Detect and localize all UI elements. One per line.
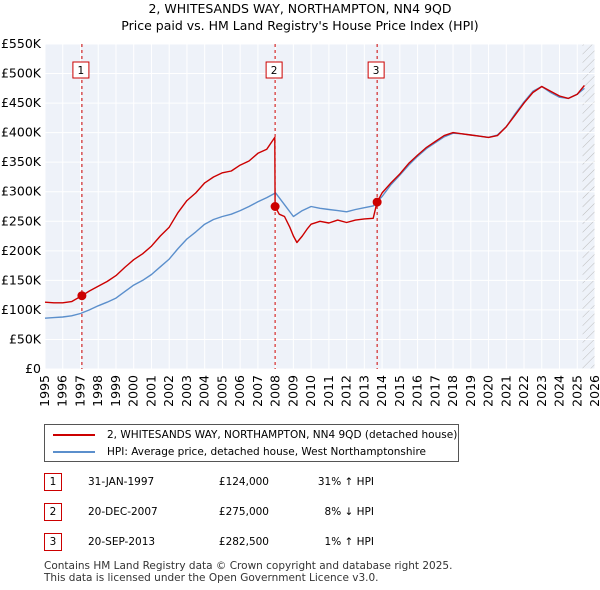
property-price-line — [44, 84, 585, 304]
legend-swatch-blue — [53, 451, 95, 453]
footer-line-2: This data is licensed under the Open Gov… — [44, 572, 379, 584]
y-tick-label: £500K — [1, 66, 42, 81]
legend: 2, WHITESANDS WAY, NORTHAMPTON, NN4 9QD … — [44, 424, 459, 462]
x-tick-label: 2021 — [498, 375, 513, 407]
legend-swatch-red — [53, 434, 95, 436]
x-tick-label: 2009 — [285, 375, 300, 407]
x-tick-label: 2019 — [463, 375, 478, 407]
x-tick-label: 1998 — [90, 375, 105, 407]
x-tick-label: 2004 — [197, 375, 212, 407]
sale-marker-label: 2 — [271, 65, 278, 77]
x-tick-label: 2023 — [534, 375, 549, 407]
x-tick-label: 2012 — [339, 375, 354, 407]
x-tick-label: 2003 — [179, 375, 194, 407]
x-tick-label: 2025 — [569, 375, 584, 407]
x-tick-label: 2020 — [481, 375, 496, 407]
sale-number-badge: 2 — [44, 503, 62, 521]
x-tick-label: 2011 — [321, 375, 336, 407]
sale-date: 20-SEP-2013 — [88, 536, 156, 548]
x-tick-label: 2007 — [250, 375, 265, 407]
future-hatch-region — [582, 44, 595, 369]
x-tick-label: 2022 — [516, 375, 531, 407]
sale-marker-label: 3 — [373, 65, 380, 77]
sale-date: 31-JAN-1997 — [88, 476, 155, 488]
y-tick-label: £0 — [25, 361, 41, 376]
x-tick-label: 2005 — [214, 375, 229, 407]
x-tick-label: 2026 — [587, 375, 600, 407]
sale-hpi-diff: 8% ↓ HPI — [324, 506, 374, 518]
y-tick-label: £300K — [1, 184, 42, 199]
x-tick-label: 1997 — [72, 375, 87, 407]
x-tick-label: 2024 — [552, 375, 567, 407]
x-tick-label: 1999 — [108, 375, 123, 407]
sale-hpi-diff: 31% ↑ HPI — [317, 476, 374, 488]
x-tick-label: 2008 — [268, 375, 283, 407]
y-tick-label: £200K — [1, 243, 42, 258]
y-tick-label: £400K — [1, 125, 42, 140]
x-tick-label: 2018 — [445, 375, 460, 407]
footer: Contains HM Land Registry data © Crown c… — [44, 560, 452, 584]
chart-title: 2, WHITESANDS WAY, NORTHAMPTON, NN4 9QD … — [0, 0, 600, 34]
x-tick-label: 1995 — [37, 375, 52, 407]
y-tick-label: £550K — [1, 36, 42, 51]
x-tick-label: 2015 — [392, 375, 407, 407]
x-tick-label: 2000 — [126, 375, 141, 407]
sale-point — [372, 197, 382, 207]
y-tick-label: £150K — [1, 272, 42, 287]
x-tick-label: 2016 — [410, 375, 425, 407]
sale-price: £275,000 — [218, 506, 269, 518]
sale-marker-box — [72, 61, 90, 79]
sale-row: 2 20-DEC-2007 £275,000 8% ↓ HPI — [44, 503, 464, 523]
legend-item-property: 2, WHITESANDS WAY, NORTHAMPTON, NN4 9QD … — [53, 427, 457, 443]
title-line-1: 2, WHITESANDS WAY, NORTHAMPTON, NN4 9QD — [148, 1, 452, 16]
sale-hpi-diff: 1% ↑ HPI — [324, 536, 374, 548]
x-tick-label: 2010 — [303, 375, 318, 407]
y-tick-label: £450K — [1, 95, 42, 110]
x-tick-label: 2013 — [356, 375, 371, 407]
sale-marker-label: 1 — [78, 65, 85, 77]
sale-price: £124,000 — [218, 476, 269, 488]
sale-point — [270, 202, 280, 211]
footer-line-1: Contains HM Land Registry data © Crown c… — [44, 560, 453, 572]
sale-number-badge: 3 — [44, 533, 62, 551]
x-tick-label: 1996 — [55, 375, 70, 407]
price-chart: 1 2 3 £0 £50K £100K £150K £200K £250K £300K £350K… — [1, 36, 600, 407]
y-tick-label: £250K — [1, 213, 42, 228]
x-tick-label: 2002 — [161, 375, 176, 407]
legend-item-hpi: HPI: Average price, detached house, West… — [53, 444, 426, 460]
sale-marker-box — [367, 61, 385, 79]
y-tick-label: £100K — [1, 302, 42, 317]
sale-price: £282,500 — [218, 536, 269, 548]
sale-row: 1 31-JAN-1997 £124,000 31% ↑ HPI — [44, 473, 464, 493]
sale-date: 20-DEC-2007 — [88, 506, 158, 518]
x-tick-label: 2017 — [427, 375, 442, 407]
sale-row: 3 20-SEP-2013 £282,500 1% ↑ HPI — [44, 533, 464, 553]
y-tick-label: £350K — [1, 154, 42, 169]
x-tick-label: 2014 — [374, 375, 389, 407]
y-tick-label: £50K — [9, 331, 42, 346]
legend-label-hpi: HPI: Average price, detached house, West… — [107, 446, 426, 458]
title-line-2: Price paid vs. HM Land Registry's House … — [121, 18, 479, 33]
x-tick-label: 2006 — [232, 375, 247, 407]
sale-marker-box — [265, 61, 283, 79]
sale-point — [77, 291, 87, 301]
x-tick-label: 2001 — [143, 375, 158, 407]
legend-label-property: 2, WHITESANDS WAY, NORTHAMPTON, NN4 9QD … — [107, 429, 458, 441]
sale-number-badge: 1 — [44, 473, 62, 491]
plot-background — [45, 44, 595, 369]
